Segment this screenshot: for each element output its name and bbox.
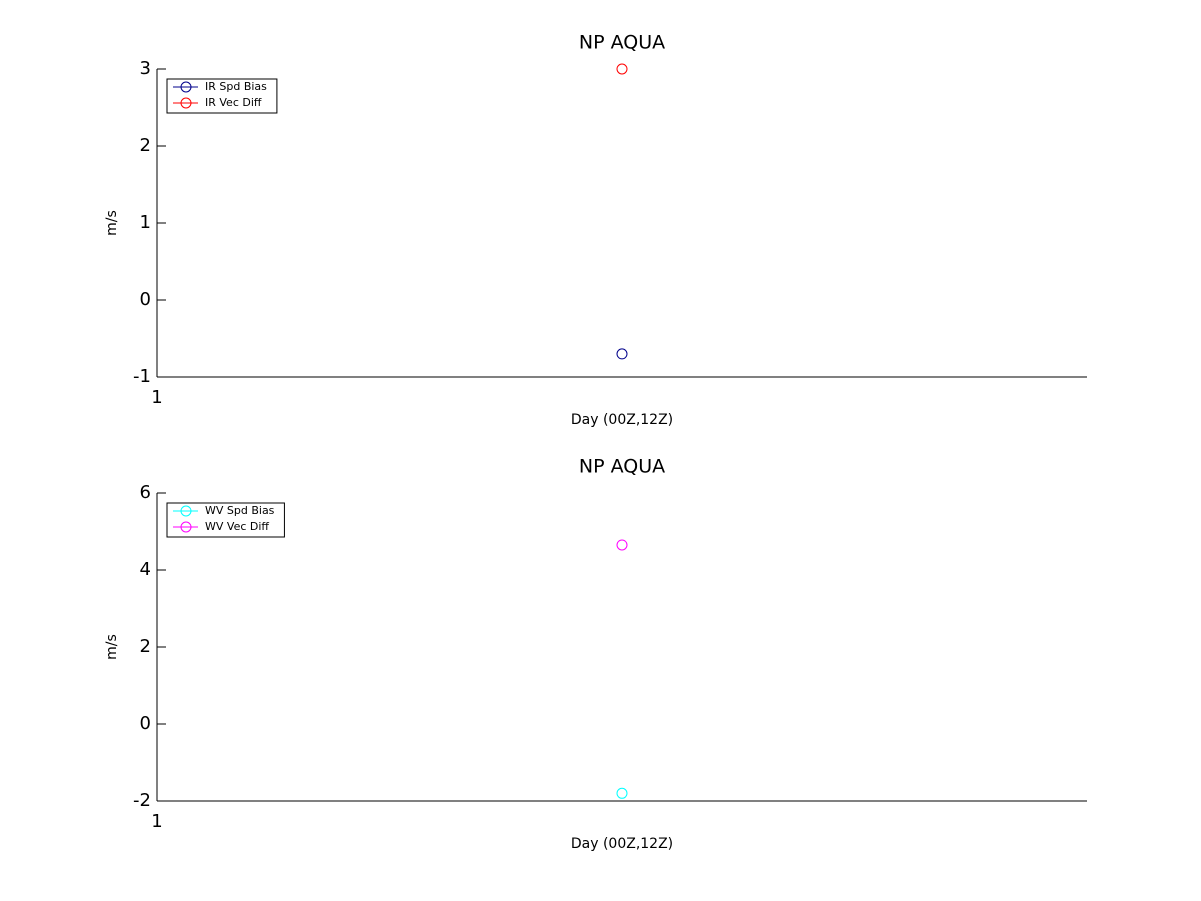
chart-title: NP AQUA bbox=[579, 456, 665, 478]
y-tick-label: -1 bbox=[133, 366, 151, 387]
legend-label: IR Vec Diff bbox=[205, 96, 262, 109]
y-tick-label: 2 bbox=[140, 135, 151, 156]
y-axis-label: m/s bbox=[104, 634, 120, 660]
legend-marker bbox=[180, 97, 192, 109]
panel: NP AQUA Day (00Z,12Z) m/s -2 0 2 4 6 1 WV Spd Bia… bbox=[104, 456, 1087, 852]
legend-label: IR Spd Bias bbox=[205, 80, 267, 93]
y-tick-label: 0 bbox=[140, 289, 151, 310]
legend: WV Spd Bias WV Vec Diff bbox=[166, 502, 285, 538]
legend-box bbox=[166, 78, 278, 114]
legend-marker bbox=[180, 521, 192, 533]
legend-marker bbox=[180, 81, 192, 93]
legend-marker bbox=[180, 505, 192, 517]
y-tick-label: 0 bbox=[140, 713, 151, 734]
chart-title: NP AQUA bbox=[579, 32, 665, 54]
y-tick-label: 2 bbox=[140, 636, 151, 657]
x-axis-label: Day (00Z,12Z) bbox=[571, 836, 673, 852]
legend-label: WV Vec Diff bbox=[205, 520, 269, 533]
y-axis-label: m/s bbox=[104, 210, 120, 236]
point bbox=[616, 787, 628, 799]
point bbox=[616, 348, 628, 360]
x-axis-label: Day (00Z,12Z) bbox=[571, 412, 673, 428]
y-tick-label: 1 bbox=[140, 212, 151, 233]
x-tick-label: 1 bbox=[151, 387, 162, 408]
y-tick-label: 3 bbox=[140, 58, 151, 79]
y-tick-label: -2 bbox=[133, 790, 151, 811]
point bbox=[616, 63, 628, 75]
x-tick-label: 1 bbox=[151, 811, 162, 832]
point bbox=[616, 539, 628, 551]
y-tick-label: 6 bbox=[140, 482, 151, 503]
y-tick-label: 4 bbox=[140, 559, 151, 580]
legend: IR Spd Bias IR Vec Diff bbox=[166, 78, 278, 114]
panel: NP AQUA Day (00Z,12Z) m/s -1 0 1 2 3 1 IR Spd Bia… bbox=[104, 32, 1087, 428]
legend-box bbox=[166, 502, 285, 538]
legend-label: WV Spd Bias bbox=[205, 504, 275, 517]
